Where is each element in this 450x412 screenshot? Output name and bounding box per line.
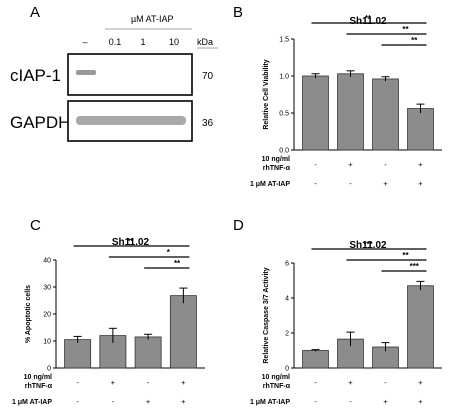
blot-treatment-header: µM AT-IAP: [131, 14, 174, 24]
chart-panel-b: Sh11.02 Relative Cell Viability 0.0 0.5 1.0 1…: [250, 14, 442, 188]
significance-label-c: **: [127, 237, 134, 246]
chart-title-b: Sh11.02: [349, 16, 387, 27]
y-tick-label-c: 40: [43, 258, 51, 265]
tnf-sign-b-4: +: [418, 160, 423, 169]
tnf-sign-c-3: -: [147, 378, 150, 387]
y-tick-label-c: 0: [47, 366, 51, 373]
blot-row-label-gapdh: GAPDH: [10, 113, 70, 132]
tnf-sign-c-2: +: [111, 378, 116, 387]
tnf-sign-b-1: -: [314, 160, 317, 169]
blot-row-label-ciap1: cIAP-1: [10, 66, 61, 85]
significance-label-c: *: [167, 248, 171, 257]
panel-label-d: D: [233, 217, 244, 234]
chart-panel-d: Sh11.02 Relative Caspase 3/7 Activity 0 2 4 6…: [250, 240, 442, 406]
atiap-sign-c-2: -: [112, 397, 115, 406]
atiap-sign-d-3: +: [383, 397, 388, 406]
blot-lane-2: 0.1: [109, 37, 122, 47]
significance-label-b: **: [402, 25, 409, 34]
atiap-sign-c-3: +: [146, 397, 151, 406]
tnf-sign-d-1: -: [314, 378, 317, 387]
atiap-sign-d-4: +: [418, 397, 423, 406]
significance-label-d: **: [402, 251, 409, 260]
significance-label-b: **: [365, 14, 372, 23]
atiap-sign-b-2: -: [349, 179, 352, 188]
panel-label-b: B: [233, 4, 243, 21]
y-axis-label-c: % Apoptotic cells: [25, 285, 32, 343]
bar-c-4: [169, 295, 197, 369]
bar-c-2: [99, 335, 127, 369]
bar-d-4: [407, 285, 434, 369]
blot-kda-ciap1: 70: [202, 71, 214, 82]
significance-label-c: **: [174, 259, 181, 268]
bar-b-4: [407, 108, 434, 151]
bar-b-3: [372, 78, 399, 151]
y-tick-label-b: 1.5: [279, 37, 289, 44]
tnf-sign-d-2: +: [348, 378, 353, 387]
condition-tnf-label-line2-b: rhTNF-α: [263, 165, 291, 172]
chart-title-d: Sh11.02: [349, 240, 387, 251]
atiap-sign-b-1: -: [314, 179, 317, 188]
atiap-sign-c-4: +: [181, 397, 186, 406]
y-tick-label-c: 20: [43, 312, 51, 319]
condition-atiap-label-c: 1 μM AT-IAP: [12, 399, 52, 406]
blot-lane-4: 10: [169, 37, 179, 47]
y-axis-label-d: Relative Caspase 3/7 Activity: [263, 267, 270, 363]
y-tick-label-b: 0.5: [279, 111, 289, 118]
atiap-sign-d-1: -: [314, 397, 317, 406]
atiap-sign-d-2: -: [349, 397, 352, 406]
condition-tnf-label-line1-b: 10 ng/ml: [262, 156, 290, 163]
condition-tnf-label-line1-c: 10 ng/ml: [24, 374, 52, 381]
blot-kda-gapdh: 36: [202, 118, 214, 129]
chart-panel-c: Sh11.02% Apoptotic cells010203040*****10…: [12, 237, 205, 406]
significance-label-d: ***: [410, 262, 420, 271]
y-axis-label-b: Relative Cell Viability: [263, 59, 270, 129]
tnf-sign-c-1: -: [76, 378, 79, 387]
bar-c-3: [134, 336, 162, 369]
panel-label-c: C: [30, 217, 41, 234]
band-ciap1-lane1: [76, 70, 96, 75]
western-blot-panel: µM AT-IAP – 0.1 1 10 kDa cIAP-1 70 GAPDH…: [10, 14, 218, 142]
blot-lane-1: –: [82, 37, 87, 47]
bar-b-2: [337, 73, 364, 151]
band-gapdh-all-lanes: [76, 116, 186, 125]
condition-tnf-label-line1-d: 10 ng/ml: [262, 374, 290, 381]
y-tick-label-d: 2: [285, 331, 289, 338]
y-tick-label-b: 0.0: [279, 148, 289, 155]
bar-d-1: [302, 350, 329, 369]
tnf-sign-b-3: -: [384, 160, 387, 169]
condition-tnf-label-line2-c: rhTNF-α: [25, 383, 53, 390]
tnf-sign-d-4: +: [418, 378, 423, 387]
tnf-sign-c-4: +: [181, 378, 186, 387]
significance-label-d: ***: [363, 240, 373, 249]
condition-atiap-label-d: 1 μM AT-IAP: [250, 399, 290, 406]
condition-atiap-label-b: 1 μM AT-IAP: [250, 181, 290, 188]
panel-label-a: A: [30, 4, 40, 21]
y-tick-label-c: 10: [43, 339, 51, 346]
chart-title-c: Sh11.02: [112, 237, 150, 248]
y-tick-label-d: 6: [285, 261, 289, 268]
atiap-sign-c-1: -: [76, 397, 79, 406]
atiap-sign-b-4: +: [418, 179, 423, 188]
tnf-sign-d-3: -: [384, 378, 387, 387]
bar-c-1: [64, 339, 92, 369]
blot-lane-3: 1: [140, 37, 145, 47]
y-tick-label-d: 4: [285, 296, 289, 303]
y-tick-label-b: 1.0: [279, 74, 289, 81]
tnf-sign-b-2: +: [348, 160, 353, 169]
blot-kda-label: kDa: [197, 37, 213, 47]
bar-b-1: [302, 75, 329, 151]
y-tick-label-d: 0: [285, 366, 289, 373]
significance-label-b: **: [411, 36, 418, 45]
y-tick-label-c: 30: [43, 285, 51, 292]
atiap-sign-b-3: +: [383, 179, 388, 188]
condition-tnf-label-line2-d: rhTNF-α: [263, 383, 291, 390]
